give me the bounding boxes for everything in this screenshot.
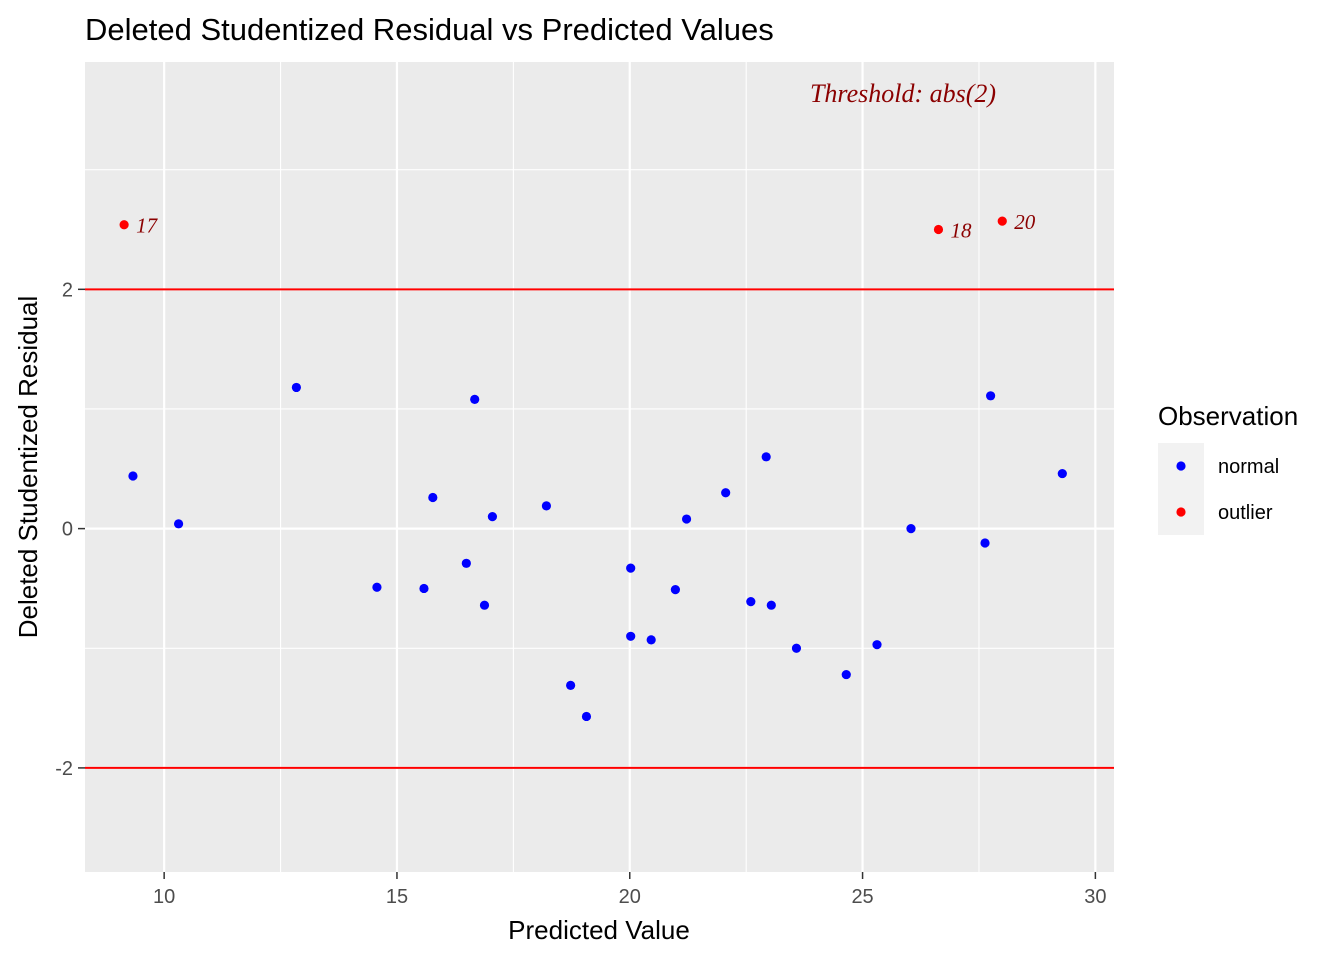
normal-point (841, 669, 851, 680)
x-tick-label: 10 (153, 886, 175, 908)
outlier-label: 20 (1014, 210, 1036, 234)
normal-point (419, 583, 429, 594)
y-tick-label: 0 (62, 519, 73, 541)
y-axis-ticks: -2 0 2 (55, 279, 85, 780)
normal-point (128, 471, 138, 481)
normal-point (746, 597, 756, 607)
threshold-lines (85, 288, 1114, 769)
point-labels: 17 18 20 (136, 210, 1036, 242)
chart-title: Deleted Studentized Residual vs Predicte… (85, 12, 774, 47)
normal-point (428, 492, 438, 503)
outlier-label: 18 (950, 219, 972, 243)
normal-point (1057, 468, 1067, 479)
legend-key-background (1158, 443, 1204, 535)
legend-title: Observation (1158, 401, 1298, 431)
normal-point (670, 585, 680, 595)
normal-point (461, 558, 471, 568)
x-tick-label: 15 (386, 886, 408, 908)
normal-point (721, 488, 731, 498)
x-tick-label: 25 (851, 886, 873, 908)
normal-point (173, 519, 184, 529)
outlier-point (119, 220, 129, 230)
outlier-point (933, 224, 944, 235)
normal-point (906, 524, 916, 534)
normal-point (581, 711, 592, 722)
normal-point (479, 600, 490, 610)
normal-point (626, 563, 636, 573)
normal-point (872, 640, 882, 650)
threshold-annotation: Threshold: abs(2) (810, 79, 996, 108)
normal-point (470, 394, 480, 405)
x-axis-title: Predicted Value (508, 915, 690, 945)
y-tick-label: -2 (55, 758, 73, 780)
grid-minor (85, 62, 1114, 872)
normal-point (986, 391, 996, 401)
legend: Observation normal outlier (1158, 401, 1298, 535)
y-tick-label: 2 (62, 279, 73, 301)
legend-key-normal (1176, 461, 1186, 471)
normal-point (487, 512, 498, 522)
normal-point (646, 635, 656, 645)
normal-point (791, 643, 802, 653)
normal-point (766, 600, 776, 610)
normal-point (761, 452, 771, 462)
normal-point (566, 680, 576, 690)
legend-key-outlier (1176, 507, 1186, 517)
normal-point (681, 514, 692, 524)
normal-point (626, 631, 636, 641)
plot-panel (85, 62, 1114, 872)
normal-point (372, 582, 382, 592)
outlier-label: 17 (136, 214, 159, 238)
normal-point (291, 382, 301, 393)
legend-label-outlier: outlier (1218, 502, 1273, 524)
legend-label-normal: normal (1218, 456, 1279, 478)
x-tick-label: 30 (1084, 886, 1106, 908)
y-axis-title: Deleted Studentized Residual (13, 296, 43, 639)
data-points (119, 216, 1067, 722)
normal-point (980, 538, 990, 548)
x-tick-label: 20 (619, 886, 641, 908)
normal-point (541, 501, 552, 511)
outlier-point (997, 216, 1007, 226)
x-axis-ticks: 10 15 20 25 30 (153, 872, 1107, 908)
